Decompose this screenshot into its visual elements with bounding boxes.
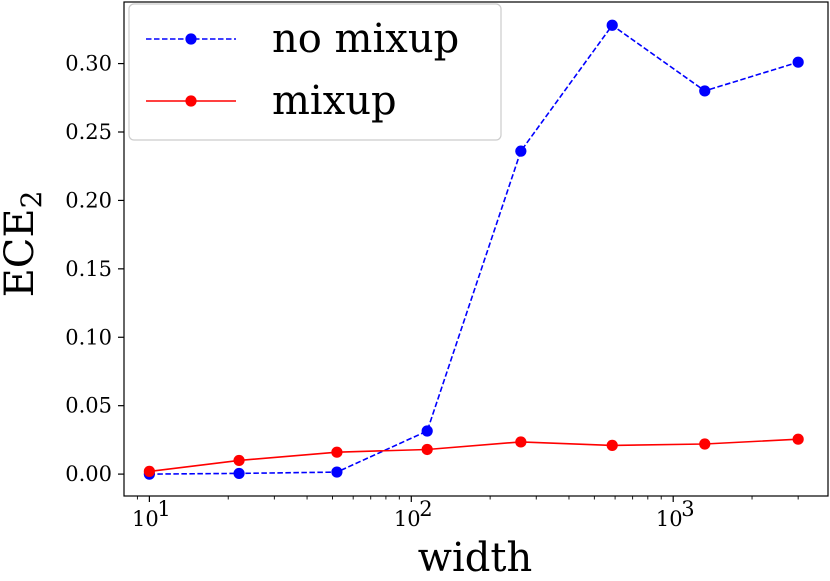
y-tick-label: 0.20 xyxy=(65,188,112,212)
y-tick-label: 0.30 xyxy=(65,52,112,76)
plot-frame xyxy=(123,1,829,497)
data-point-no-mixup xyxy=(233,467,245,480)
data-point-mixup xyxy=(331,446,343,458)
data-point-mixup xyxy=(143,465,155,477)
y-tick-label: 0.10 xyxy=(65,325,112,349)
x-axis-label: width xyxy=(418,535,532,581)
data-point-no-mixup xyxy=(792,56,804,68)
data-point-no-mixup xyxy=(331,466,343,478)
data-marks xyxy=(143,19,804,480)
y-axis-label: ECE2 xyxy=(0,191,48,298)
x-tick-label-exponent: 2 xyxy=(419,497,432,521)
legend-label-mixup: mixup xyxy=(272,78,397,124)
legend-box xyxy=(128,3,502,141)
x-tick-label-exponent: 1 xyxy=(157,497,170,521)
data-point-no-mixup xyxy=(421,425,433,437)
x-tick-label-exponent: 3 xyxy=(681,497,694,521)
y-tick-label: 0.00 xyxy=(65,462,112,486)
data-point-no-mixup xyxy=(515,145,527,157)
y-tick-label: 0.25 xyxy=(65,120,112,144)
data-point-mixup xyxy=(699,438,711,450)
data-point-mixup xyxy=(515,436,527,448)
series-line-no-mixup xyxy=(149,24,799,475)
data-point-mixup xyxy=(792,433,804,445)
y-tick-label: 0.05 xyxy=(65,394,112,418)
legend-label-no-mixup: no mixup xyxy=(272,16,459,62)
data-point-mixup xyxy=(421,443,433,456)
series-line-mixup xyxy=(149,438,799,473)
x-tick-label: 10 xyxy=(656,507,683,531)
data-point-mixup xyxy=(606,439,618,451)
y-axis-label-subscript: 2 xyxy=(15,191,48,209)
x-tick-label: 10 xyxy=(394,507,421,531)
x-tick-label: 10 xyxy=(132,507,159,531)
legend-marker-mixup xyxy=(185,95,197,107)
data-point-no-mixup xyxy=(606,19,618,31)
data-point-no-mixup xyxy=(699,85,711,97)
legend-marker-no-mixup xyxy=(185,33,197,45)
legend: no mixup mixup xyxy=(128,3,502,141)
y-tick-label: 0.15 xyxy=(65,257,112,281)
data-point-mixup xyxy=(233,454,245,467)
